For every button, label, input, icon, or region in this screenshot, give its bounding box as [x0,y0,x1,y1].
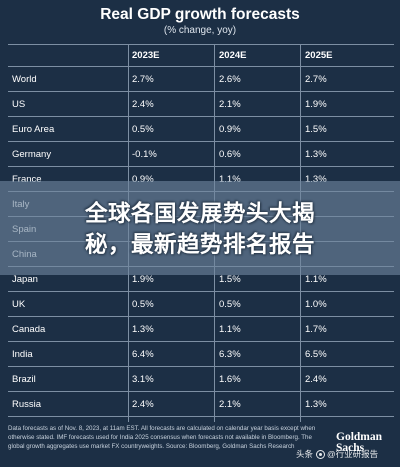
watermark-suffix: @行业研报告 [327,449,379,459]
value-cell: 6.5% [305,348,327,360]
table-row: US 2.4% 2.1% 1.9% [8,92,394,117]
country-cell: Germany [12,148,52,160]
value-cell: 2.7% [132,73,154,85]
value-cell: 2.4% [305,373,327,385]
country-cell: World [12,73,37,85]
value-cell: 1.0% [305,298,327,310]
value-cell: 0.5% [132,298,154,310]
banner-line-2: 秘，最新趋势排名报告 [84,232,315,258]
source-footnote: Data forecasts as of Nov. 8, 2023, at 11… [8,425,316,450]
table-header-row: 2023E 2024E 2025E [8,45,394,67]
country-cell: France [12,173,42,185]
goldman-sachs-logo: Goldman Sachs [336,431,396,454]
country-cell: Russia [12,398,42,410]
value-cell: 0.9% [219,123,241,135]
value-cell: 0.5% [132,123,154,135]
camera-icon [316,449,326,459]
value-cell: 1.1% [219,173,241,185]
value-cell: 2.1% [219,98,241,110]
value-cell: 2.4% [132,398,154,410]
value-cell: 1.3% [305,173,327,185]
value-cell: 1.7% [305,323,327,335]
value-cell: 0.9% [132,173,154,185]
banner-line-1: 全球各国发展势头大揭 [84,201,315,227]
watermark-prefix: 头条 [296,449,314,459]
logo-line-2: Sachs [336,442,365,454]
value-cell: 1.9% [132,273,154,285]
value-cell: 0.6% [219,148,241,160]
watermark: 头条 @行业研报告 [296,448,378,460]
value-cell: -0.1% [132,148,157,160]
header-cell-2025e: 2025E [305,50,333,61]
table-row: Germany -0.1% 0.6% 1.3% [8,142,394,167]
value-cell: 6.3% [219,348,241,360]
country-cell: India [12,348,33,360]
value-cell: 6.4% [132,348,154,360]
value-cell: 0.5% [219,298,241,310]
country-cell: US [12,98,26,110]
chart-subtitle: (% change, yoy) [163,25,237,36]
banner-overlay [0,181,400,275]
chart-title: Real GDP growth forecasts [100,6,300,23]
value-cell: 1.1% [219,323,241,335]
country-cell: Brazil [12,373,36,385]
value-cell: 1.6% [219,373,241,385]
value-cell: 1.3% [305,398,327,410]
value-cell: 1.3% [305,148,327,160]
header-cell-country [12,45,112,66]
country-cell: Canada [12,323,46,335]
value-cell: 2.1% [219,398,241,410]
value-cell: 1.3% [132,323,154,335]
value-cell: 2.6% [219,73,241,85]
country-cell: Euro Area [12,123,55,135]
header-cell-2024e: 2024E [219,50,247,61]
header-cell-2023e: 2023E [132,50,160,61]
table-row: World 2.7% 2.6% 2.7% [8,67,394,92]
table-row: Brazil 3.1% 1.6% 2.4% [8,367,394,392]
value-cell: 1.1% [305,273,327,285]
table-row: India 6.4% 6.3% 6.5% [8,342,394,367]
value-cell: 1.5% [219,273,241,285]
country-cell: UK [12,298,26,310]
table-row: Euro Area 0.5% 0.9% 1.5% [8,117,394,142]
value-cell: 1.9% [305,98,327,110]
table-row: UK 0.5% 0.5% 1.0% [8,292,394,317]
value-cell: 3.1% [132,373,154,385]
value-cell: 2.7% [305,73,327,85]
banner-headline: 全球各国发展势头大揭 秘，最新趋势排名报告 [0,199,400,261]
country-cell: Japan [12,273,38,285]
table-row: Canada 1.3% 1.1% 1.7% [8,317,394,342]
value-cell: 2.4% [132,98,154,110]
value-cell: 1.5% [305,123,327,135]
table-row: Russia 2.4% 2.1% 1.3% [8,392,394,417]
logo-line-1: Goldman [336,431,383,443]
table-row: Japan 1.9% 1.5% 1.1% [8,267,394,292]
